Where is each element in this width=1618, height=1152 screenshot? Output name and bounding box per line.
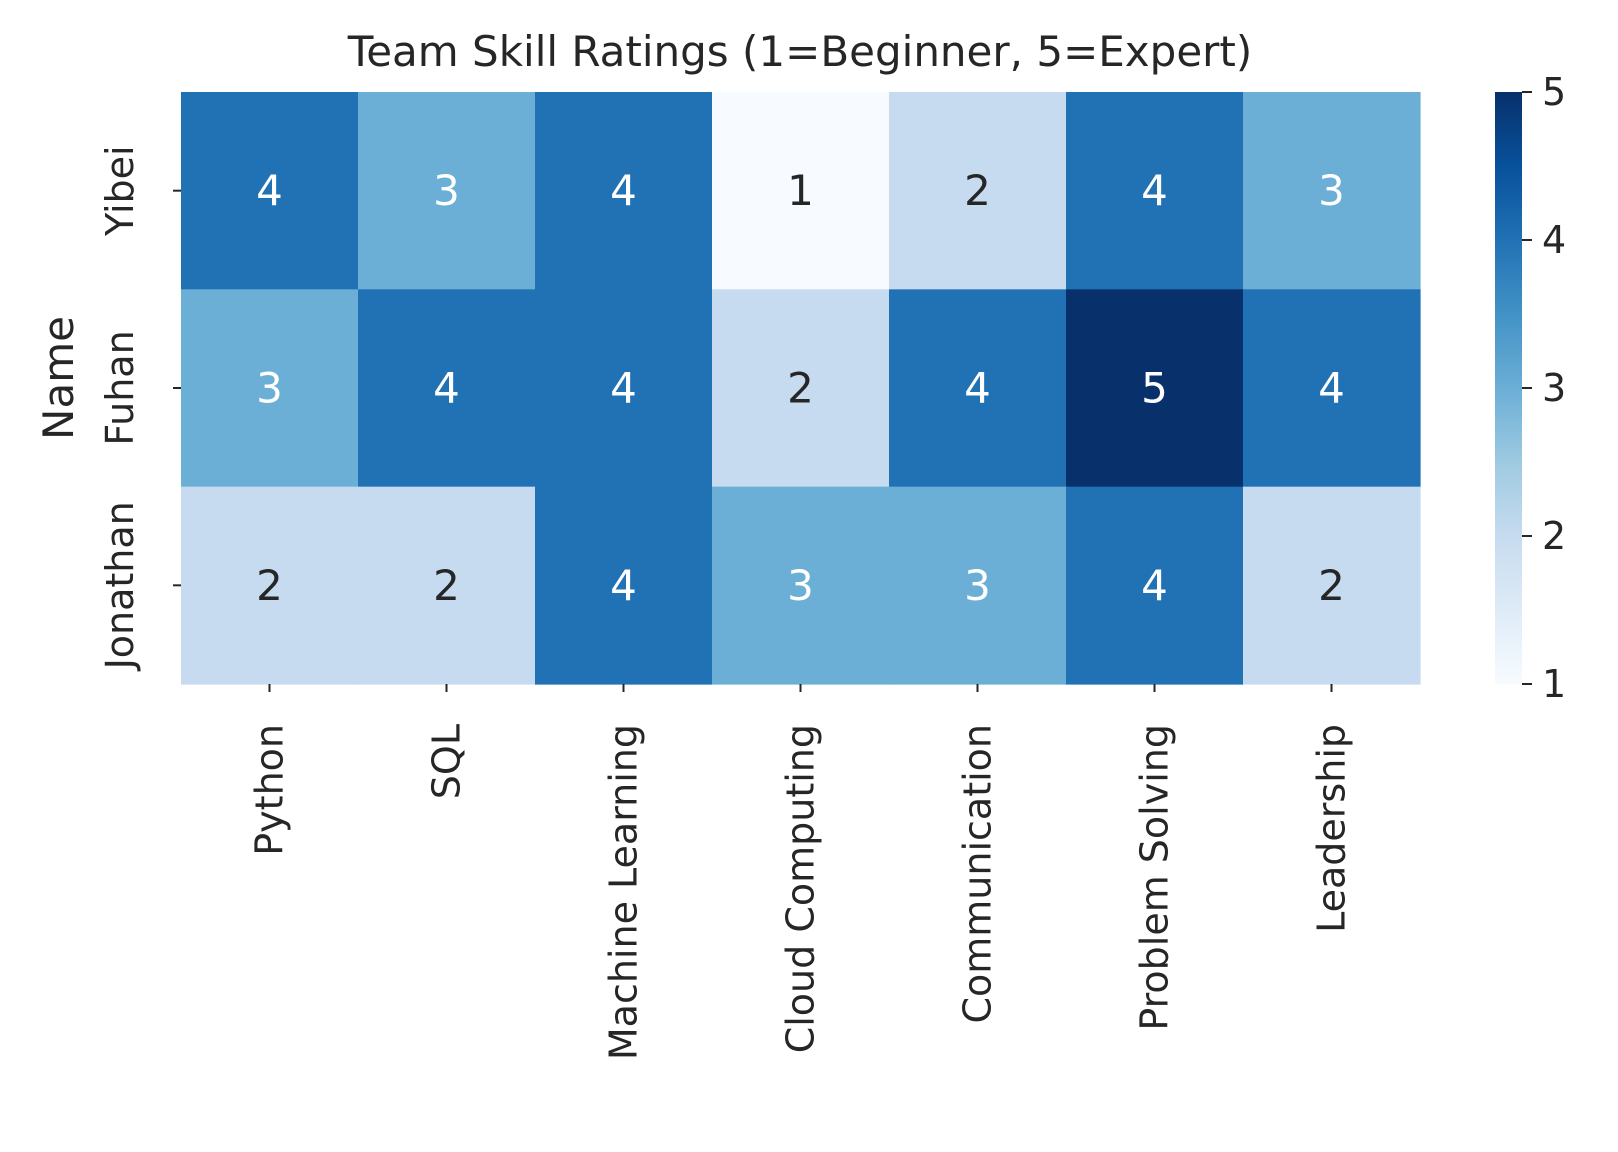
cell-value-label: 4 (610, 364, 637, 413)
cell-value-label: 2 (256, 561, 283, 610)
colorbar-tick-label: 3 (1542, 366, 1566, 410)
heatmap-cell (1243, 486, 1421, 685)
y-axis-label: Name (34, 316, 83, 440)
heatmap-cell (358, 289, 536, 488)
cell-value-label: 2 (433, 561, 460, 610)
colorbar-tick-label: 1 (1542, 662, 1566, 706)
colorbar-gradient (1495, 92, 1522, 684)
y-tick-label: Yibei (98, 145, 142, 236)
colorbar-tick-label: 4 (1542, 218, 1566, 262)
cell-value-label: 4 (610, 561, 637, 610)
heatmap-cell (1066, 289, 1244, 488)
y-tick-label: Fuhan (98, 330, 142, 445)
heatmap-cells (181, 92, 1421, 685)
heatmap-cell (358, 92, 536, 290)
cell-value-label: 5 (1141, 364, 1168, 413)
y-tick-label: Jonathan (98, 501, 142, 671)
heatmap-cell (358, 486, 536, 685)
heatmap-cell (1066, 486, 1244, 685)
heatmap-cell (535, 486, 713, 685)
cell-value-label: 1 (787, 166, 814, 215)
cell-value-label: 2 (1318, 561, 1345, 610)
x-tick-label: Leadership (1310, 724, 1354, 933)
heatmap-cell (712, 486, 890, 685)
x-tick-label: Python (248, 724, 292, 856)
cell-value-label: 4 (964, 364, 991, 413)
cell-value-label: 3 (433, 166, 460, 215)
cell-value-label: 3 (964, 561, 991, 610)
heatmap-cell (181, 92, 359, 290)
cell-value-label: 2 (787, 364, 814, 413)
cell-value-label: 4 (256, 166, 283, 215)
cell-value-label: 3 (787, 561, 814, 610)
cell-value-label: 4 (610, 166, 637, 215)
colorbar-tick-label: 5 (1542, 70, 1566, 114)
cell-value-label: 2 (964, 166, 991, 215)
heatmap-cell (889, 92, 1067, 290)
cell-value-label: 4 (1318, 364, 1345, 413)
heatmap-cell (712, 92, 890, 290)
heatmap-cell (889, 289, 1067, 488)
heatmap-cell-labels: 4 3 4 1 2 4 3 3 4 4 2 4 5 4 2 2 4 3 3 4 2 (256, 166, 1345, 610)
x-tick-label: Machine Learning (602, 724, 646, 1060)
heatmap-cell (889, 486, 1067, 685)
heatmap-cell (1243, 289, 1421, 488)
heatmap-cell (1243, 92, 1421, 290)
cell-value-label: 4 (1141, 166, 1168, 215)
x-tick-label: Cloud Computing (779, 724, 823, 1053)
heatmap-cell (181, 486, 359, 685)
cell-value-label: 4 (433, 364, 460, 413)
x-tick-label: SQL (425, 724, 469, 799)
cell-value-label: 3 (256, 364, 283, 413)
heatmap-cell (535, 289, 713, 488)
x-tick-labels: Python SQL Machine Learning Cloud Computing… (248, 684, 1354, 1060)
x-tick-label: Communication (956, 724, 1000, 1024)
heatmap-cell (535, 92, 713, 290)
colorbar-ticks: 1 2 3 4 5 (1522, 70, 1566, 706)
cell-value-label: 3 (1318, 166, 1345, 215)
colorbar-tick-label: 2 (1542, 514, 1566, 558)
y-tick-labels: Yibei Fuhan Jonathan (98, 145, 181, 671)
x-tick-label: Problem Solving (1133, 724, 1177, 1031)
heatmap-cell (1066, 92, 1244, 290)
cell-value-label: 4 (1141, 561, 1168, 610)
heatmap-cell (712, 289, 890, 488)
chart-title: Team Skill Ratings (1=Beginner, 5=Expert… (347, 27, 1253, 76)
heatmap-cell (181, 289, 359, 488)
colorbar: 1 2 3 4 5 (1495, 70, 1566, 706)
